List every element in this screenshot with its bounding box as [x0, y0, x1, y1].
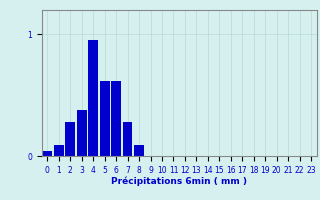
- Bar: [123, 122, 132, 156]
- Bar: [88, 40, 98, 156]
- Bar: [100, 81, 109, 156]
- Bar: [77, 110, 87, 156]
- Bar: [111, 81, 121, 156]
- Bar: [134, 145, 144, 156]
- X-axis label: Précipitations 6min ( mm ): Précipitations 6min ( mm ): [111, 176, 247, 186]
- Bar: [54, 145, 64, 156]
- Bar: [65, 122, 75, 156]
- Bar: [43, 151, 52, 156]
